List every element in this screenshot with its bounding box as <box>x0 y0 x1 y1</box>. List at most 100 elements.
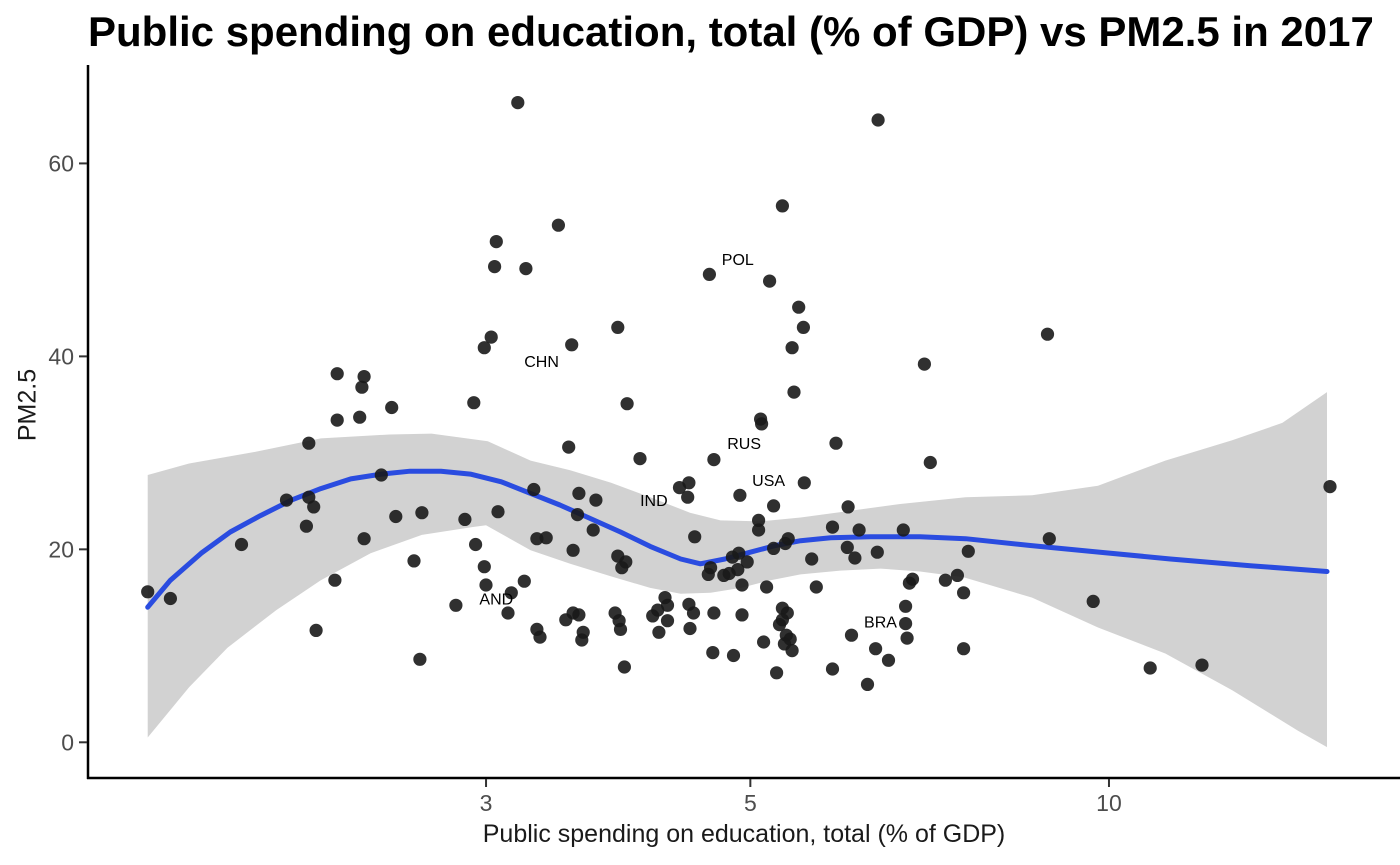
data-point <box>848 551 862 565</box>
data-point <box>234 537 249 552</box>
data-point <box>357 370 371 384</box>
data-point <box>681 490 695 504</box>
data-point <box>527 482 541 497</box>
data-point <box>755 417 769 431</box>
data-point <box>707 606 721 620</box>
y-tick-label: 20 <box>48 536 74 562</box>
y-tick-label: 0 <box>61 729 74 755</box>
data-point <box>1323 480 1337 494</box>
data-point <box>449 598 463 612</box>
country-label-BRA: BRA <box>864 615 897 632</box>
data-point <box>852 523 866 537</box>
data-point <box>302 436 316 450</box>
data-point <box>467 396 481 410</box>
country-label-USA: USA <box>752 473 785 490</box>
data-point <box>533 630 547 644</box>
x-axis-title: Public spending on education, total (% o… <box>482 820 1006 848</box>
data-point <box>961 544 975 558</box>
data-point <box>1195 658 1209 672</box>
data-point <box>731 563 745 577</box>
plot-title: Public spending on education, total (% o… <box>88 8 1374 55</box>
data-point <box>767 541 781 556</box>
data-point <box>957 586 971 600</box>
data-point <box>660 614 675 628</box>
data-point <box>357 532 371 546</box>
data-point <box>551 218 566 232</box>
data-point <box>757 635 771 649</box>
data-point <box>726 648 741 663</box>
data-point <box>633 452 647 466</box>
data-point <box>385 400 399 415</box>
y-axis-title: PM2.5 <box>13 368 42 442</box>
data-point <box>860 677 875 692</box>
data-point <box>752 513 766 528</box>
data-point <box>565 338 579 352</box>
data-point <box>772 618 787 632</box>
data-point <box>706 646 720 660</box>
data-point <box>760 580 774 594</box>
data-point <box>672 481 687 495</box>
data-point <box>701 567 715 582</box>
data-point <box>307 500 321 514</box>
data-point <box>938 573 953 587</box>
trend-line <box>145 468 1330 610</box>
data-point <box>330 413 344 427</box>
data-point <box>785 341 799 355</box>
data-point <box>787 385 801 399</box>
data-point <box>309 623 323 638</box>
data-point <box>870 545 884 559</box>
data-point <box>797 476 811 490</box>
data-point <box>792 300 806 314</box>
country-label-POL: POL <box>722 252 754 269</box>
data-point <box>477 560 491 574</box>
x-tick-label: 10 <box>1096 790 1122 816</box>
data-point <box>688 530 702 544</box>
x-tick-label: 3 <box>480 790 493 816</box>
data-point <box>589 493 603 507</box>
data-point <box>566 543 580 557</box>
data-point <box>477 341 491 355</box>
data-point <box>415 506 429 520</box>
data-point <box>869 642 883 656</box>
data-point <box>899 599 913 613</box>
data-point <box>611 320 625 334</box>
data-point <box>785 644 799 658</box>
data-point <box>805 552 819 566</box>
data-point <box>1143 661 1157 675</box>
data-point <box>652 625 666 639</box>
data-point <box>740 555 754 569</box>
country-label-RUS: RUS <box>727 436 761 453</box>
data-point <box>767 499 781 513</box>
data-point <box>539 531 553 545</box>
data-point <box>840 540 854 555</box>
data-point <box>900 631 914 645</box>
data-point <box>735 608 749 622</box>
data-point <box>504 586 518 600</box>
data-point <box>489 235 503 249</box>
data-point <box>660 598 675 612</box>
data-point <box>796 320 811 334</box>
data-point <box>519 262 533 276</box>
data-point <box>917 357 932 371</box>
data-point <box>735 578 749 592</box>
y-tick-label: 60 <box>48 150 74 176</box>
data-point <box>572 608 586 622</box>
data-point <box>479 578 493 592</box>
data-point <box>355 380 369 394</box>
data-point <box>950 568 965 583</box>
data-point <box>683 621 697 636</box>
data-point <box>141 585 155 599</box>
data-point <box>825 662 840 676</box>
data-point <box>923 455 937 470</box>
data-point <box>559 613 573 627</box>
data-point <box>353 410 367 424</box>
data-point <box>491 505 505 519</box>
data-point <box>374 468 388 482</box>
data-point <box>413 652 427 666</box>
data-point <box>881 653 896 667</box>
data-point <box>829 436 843 450</box>
data-point <box>613 622 628 637</box>
data-point <box>488 260 502 274</box>
